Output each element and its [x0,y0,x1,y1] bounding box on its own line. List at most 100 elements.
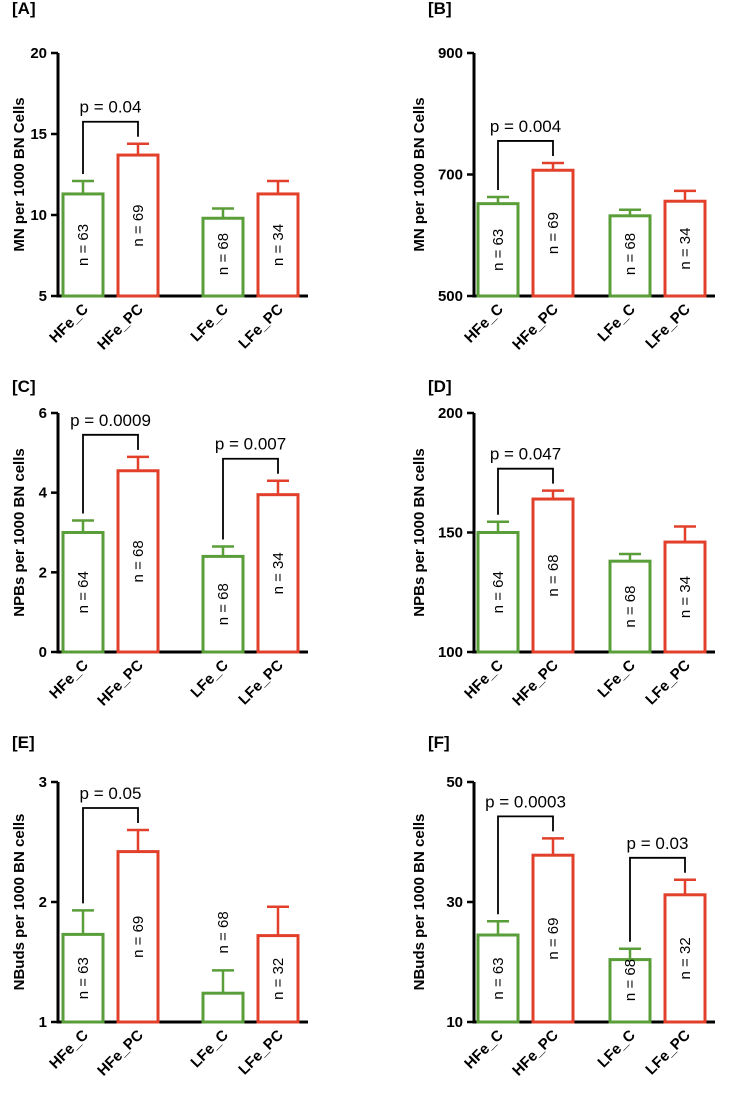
y-tick-label: 200 [438,405,463,422]
n-label: n = 63 [75,224,92,266]
bar [116,469,160,654]
category-label: HFe_PC [94,1027,147,1080]
y-tick-label: 50 [446,774,463,791]
panel-label: [A] [12,0,36,18]
n-label: n = 68 [215,233,232,275]
y-axis-label: NBuds per 1000 BN cells [411,814,428,991]
category-label: LFe_PC [235,301,287,353]
n-label: n = 34 [270,224,287,266]
n-label: n = 69 [130,204,147,246]
panel-label: [E] [12,733,35,752]
category-label: LFe_PC [642,301,694,353]
significance-bracket [82,807,139,904]
n-label: n = 68 [622,586,639,628]
n-label: n = 32 [677,937,694,979]
bar [531,853,575,1024]
n-label: n = 32 [270,958,287,1000]
category-label: LFe_PC [235,657,287,709]
n-label: n = 34 [677,228,694,270]
n-label: n = 68 [622,233,639,275]
bar [256,493,300,654]
y-tick-label: 10 [30,207,47,224]
category-label: LFe_C [187,1027,232,1072]
panel-label: [B] [428,0,452,18]
category-label: LFe_PC [642,1027,694,1079]
category-label: HFe_C [46,657,92,703]
n-label: n = 34 [677,576,694,618]
panel-label: [C] [12,377,36,396]
significance-bracket [497,140,554,190]
y-tick-label: 6 [39,405,47,422]
y-tick-label: 10 [446,1014,463,1031]
panel-label: [D] [428,377,452,396]
n-label: n = 63 [75,957,92,999]
y-axis-label: MN per 1000 BN Cells [11,97,28,251]
p-value-label: p = 0.03 [627,834,689,853]
y-tick-label: 100 [438,644,463,661]
y-tick-label: 0 [39,644,47,661]
y-tick-label: 150 [438,525,463,542]
n-label: n = 69 [130,916,147,958]
y-tick-label: 30 [446,894,463,911]
bar [201,216,245,298]
category-label: HFe_C [461,657,507,703]
y-tick-label: 3 [39,774,47,791]
y-tick-label: 20 [30,45,47,62]
category-label: LFe_C [594,301,639,346]
n-label: n = 68 [130,540,147,582]
category-label: HFe_C [46,301,92,347]
bar [608,958,652,1024]
y-axis-label: MN per 1000 BN Cells [411,97,428,251]
bar [116,153,160,298]
y-tick-label: 900 [438,45,463,62]
category-label: LFe_PC [235,1027,287,1079]
p-value-label: p = 0.007 [215,435,286,454]
significance-bracket [82,433,139,514]
n-label: n = 63 [490,957,507,999]
category-label: LFe_C [187,301,232,346]
y-tick-label: 500 [438,288,463,305]
n-label: n = 63 [490,229,507,271]
bar [201,991,245,1024]
category-label: HFe_C [461,301,507,347]
significance-bracket [629,856,686,942]
y-tick-label: 2 [39,564,47,581]
p-value-label: p = 0.04 [80,98,142,117]
significance-bracket [497,467,554,515]
p-value-label: p = 0.004 [490,117,561,136]
n-label: n = 68 [215,583,232,625]
bar [663,540,707,654]
y-tick-label: 4 [39,485,48,502]
significance-bracket [497,815,554,915]
bar [256,934,300,1024]
n-label: n = 64 [75,571,92,613]
p-value-label: p = 0.047 [490,445,561,464]
n-label: n = 34 [270,552,287,594]
category-label: HFe_PC [509,301,562,354]
bar [608,214,652,298]
bar [201,554,245,654]
category-label: HFe_C [46,1027,92,1073]
bar [476,933,520,1024]
y-tick-label: 15 [30,126,47,143]
bar [61,531,105,654]
category-label: HFe_PC [94,301,147,354]
y-tick-label: 700 [438,167,463,184]
y-axis-label: NPBs per 1000 BN cells [11,448,28,616]
category-label: LFe_PC [642,657,694,709]
category-label: HFe_C [461,1027,507,1073]
n-label: n = 68 [215,911,232,953]
n-label: n = 68 [545,554,562,596]
category-label: LFe_C [594,1027,639,1072]
bar [531,168,575,298]
category-label: HFe_PC [509,1027,562,1080]
n-label: n = 64 [490,571,507,613]
p-value-label: p = 0.05 [80,784,142,803]
category-label: LFe_C [594,657,639,702]
category-label: HFe_PC [94,657,147,710]
y-axis-label: NPBs per 1000 BN cells [411,448,428,616]
y-tick-label: 5 [39,288,47,305]
panel-label: [F] [428,733,450,752]
p-value-label: p = 0.0003 [485,792,566,811]
